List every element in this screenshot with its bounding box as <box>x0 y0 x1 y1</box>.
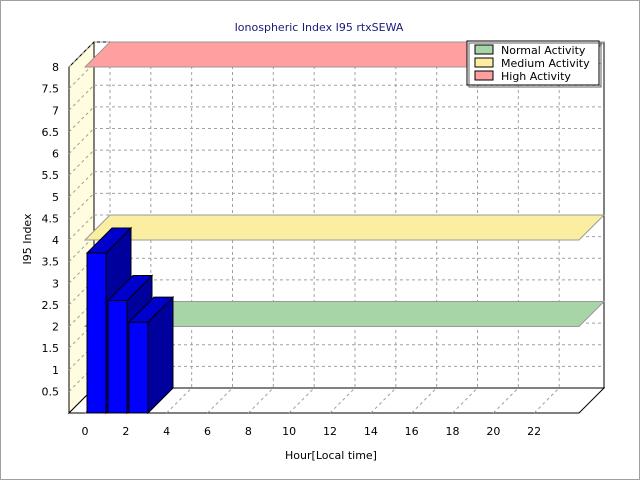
legend-swatch <box>474 57 494 68</box>
x-tick-label: 2 <box>122 425 129 438</box>
x-tick-label: 22 <box>527 425 541 438</box>
floor <box>67 387 606 414</box>
y-tick-label: 8 <box>52 61 59 74</box>
y-tick-label: 4.5 <box>42 212 60 225</box>
legend-shadow <box>468 42 602 88</box>
x-tick-label: 18 <box>446 425 460 438</box>
x-tick-label: 4 <box>163 425 170 438</box>
bar <box>127 295 175 415</box>
bar-front <box>107 300 128 414</box>
x-tick-label: 16 <box>405 425 419 438</box>
legend-swatch <box>474 44 494 55</box>
x-tick-label: 20 <box>486 425 500 438</box>
x-tick-label: 14 <box>364 425 378 438</box>
y-tick-label: 1 <box>52 364 59 377</box>
legend-label: High Activity <box>501 70 571 83</box>
y-tick-label: 5 <box>52 191 59 204</box>
y-tick-label: 4 <box>52 234 59 247</box>
x-tick-label: 0 <box>82 425 89 438</box>
x-tick-label: 8 <box>245 425 252 438</box>
legend-swatch <box>474 70 494 81</box>
band-medium-activity <box>83 214 606 241</box>
y-tick-label: 6 <box>52 148 59 161</box>
y-tick-labels: 0.5 1 1.5 2 2.5 3 3.5 4 4.5 5 5.5 6 6.5 7 7.5 8 <box>42 61 60 398</box>
legend-label: Normal Activity <box>501 44 586 57</box>
legend-label: Medium Activity <box>501 57 590 70</box>
x-tick-label: 12 <box>323 425 337 438</box>
x-axis-label: Hour[Local time] <box>285 449 377 462</box>
bar-front <box>86 252 107 414</box>
y-tick-label: 2 <box>52 321 59 334</box>
y-tick-label: 5.5 <box>42 169 60 182</box>
x-tick-label: 6 <box>204 425 211 438</box>
y-tick-label: 7.5 <box>42 83 60 96</box>
y-tick-label: 3 <box>52 277 59 290</box>
y-tick-label: 7 <box>52 104 59 117</box>
y-tick-label: 6.5 <box>42 126 60 139</box>
y-axis-label: I95 Index <box>21 213 34 265</box>
y-tick-label: 0.5 <box>42 385 60 398</box>
chart-title: Ionospheric Index I95 rtxSEWA <box>235 21 404 34</box>
y-tick-label: 1.5 <box>42 342 60 355</box>
bar-layer <box>85 226 175 415</box>
y-tick-label: 2.5 <box>42 299 60 312</box>
bar-front <box>128 321 149 414</box>
x-tick-label: 10 <box>282 425 296 438</box>
y-tick-label: 3.5 <box>42 256 60 269</box>
x-tick-labels: 0 2 4 6 8 10 12 14 16 18 20 22 <box>82 425 542 438</box>
